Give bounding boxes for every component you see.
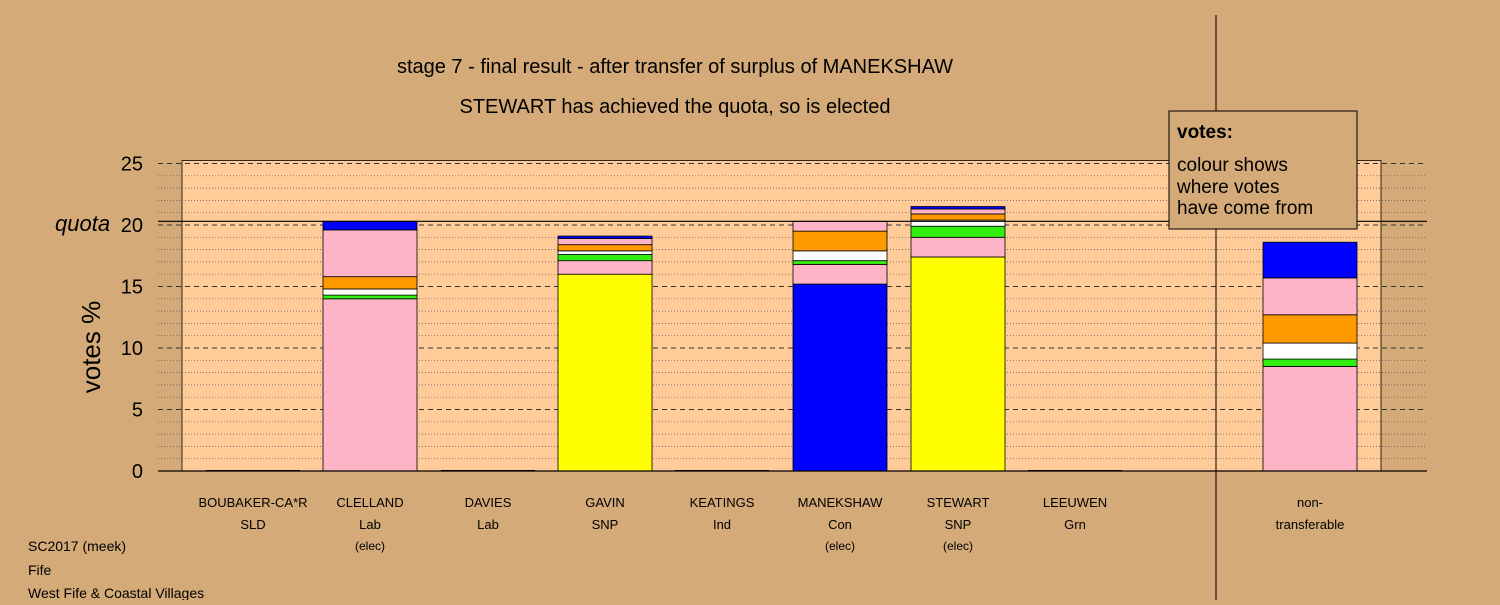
- bars-group: [206, 206, 1358, 472]
- bar-segment-gavin-0: [557, 273, 653, 472]
- legend-title: votes:: [1177, 122, 1233, 143]
- y-axis-label: votes %: [76, 301, 106, 394]
- y-tick-label: 0: [132, 461, 143, 483]
- candidate-party-label: Ind: [713, 517, 731, 532]
- bar-segment-clelland-2: [322, 288, 418, 296]
- candidate-party-label: transferable: [1276, 517, 1345, 532]
- legend-line-1: colour shows: [1177, 155, 1288, 176]
- bar-segment-stewart-1: [910, 236, 1006, 258]
- y-tick-label: 10: [121, 338, 143, 360]
- candidate-party-label: Con: [828, 517, 852, 532]
- bar-segment-gavin-1: [557, 260, 653, 275]
- footer-line-3: West Fife & Coastal Villages: [28, 585, 204, 600]
- bar-segment-manekshaw-5: [792, 220, 888, 232]
- bar-segment-manekshaw-0: [792, 283, 888, 472]
- bar-segment-non-2: [1262, 342, 1358, 360]
- footer-line-1: SC2017 (meek): [28, 538, 126, 554]
- candidate-name-label: GAVIN: [585, 495, 625, 510]
- bar-segment-clelland-4: [322, 229, 418, 278]
- candidate-status-label: (elec): [825, 539, 855, 553]
- candidate-party-label: Grn: [1064, 517, 1086, 532]
- bar-segment-manekshaw-4: [792, 230, 888, 252]
- chart-subtitle: STEWART has achieved the quota, so is el…: [460, 96, 891, 118]
- candidate-name-label: KEATINGS: [690, 495, 755, 510]
- bar-segment-stewart-5: [910, 208, 1006, 215]
- bar-segment-non-5: [1262, 241, 1358, 279]
- bar-segment-manekshaw-1: [792, 263, 888, 285]
- bar-segment-non-1: [1262, 358, 1358, 367]
- candidate-party-label: SLD: [240, 517, 265, 532]
- bar-segment-stewart-6: [910, 206, 1006, 210]
- quota-label: quota: [55, 211, 110, 236]
- candidate-party-label: Lab: [359, 517, 381, 532]
- candidate-name-label: BOUBAKER-CA*R: [198, 495, 307, 510]
- bar-segment-stewart-2: [910, 225, 1006, 238]
- bar-segment-stewart-4: [910, 213, 1006, 221]
- legend-line-2: where votes: [1176, 177, 1279, 198]
- bar-segment-non-4: [1262, 277, 1358, 316]
- legend-line-3: have come from: [1177, 198, 1313, 219]
- bar-segment-stewart-0: [910, 256, 1006, 472]
- candidate-name-label: LEEUWEN: [1043, 495, 1107, 510]
- legend: votes: colour shows where votes have com…: [1168, 110, 1358, 230]
- candidate-party-label: SNP: [592, 517, 619, 532]
- bar-segment-manekshaw-3: [792, 250, 888, 262]
- legend-box: [1168, 110, 1358, 230]
- y-tick-label: 15: [121, 277, 143, 299]
- bar-segment-clelland-0: [322, 298, 418, 472]
- bar-segment-non-3: [1262, 314, 1358, 344]
- y-tick-label: 25: [121, 154, 143, 176]
- candidate-name-label: CLELLAND: [336, 495, 403, 510]
- candidate-name-label: DAVIES: [465, 495, 512, 510]
- candidate-name-label: STEWART: [927, 495, 990, 510]
- candidate-status-label: (elec): [943, 539, 973, 553]
- candidate-status-label: (elec): [355, 539, 385, 553]
- bar-segment-gavin-6: [557, 235, 653, 239]
- footer-line-2: Fife: [28, 562, 52, 578]
- bar-segment-gavin-4: [557, 244, 653, 252]
- category-labels-group: BOUBAKER-CA*R SLD CLELLAND Lab (elec) DAVIES L…: [198, 495, 1344, 553]
- candidate-name-label: non-: [1297, 495, 1323, 510]
- candidate-name-label: MANEKSHAW: [798, 495, 883, 510]
- candidate-party-label: SNP: [945, 517, 972, 532]
- bar-segment-clelland-3: [322, 276, 418, 290]
- bar-segment-gavin-5: [557, 238, 653, 246]
- bar-segment-gavin-2: [557, 254, 653, 262]
- y-tick-label: 20: [121, 215, 143, 237]
- candidate-party-label: Lab: [477, 517, 499, 532]
- bar-segment-clelland-1: [322, 294, 418, 300]
- bar-segment-clelland-5: [322, 220, 418, 231]
- bar-segment-non-0: [1262, 366, 1358, 472]
- y-tick-label: 5: [132, 400, 143, 422]
- chart-title: stage 7 - final result - after transfer …: [397, 56, 953, 78]
- bar-segment-manekshaw-2: [792, 260, 888, 265]
- bar-segment-gavin-3: [557, 250, 653, 255]
